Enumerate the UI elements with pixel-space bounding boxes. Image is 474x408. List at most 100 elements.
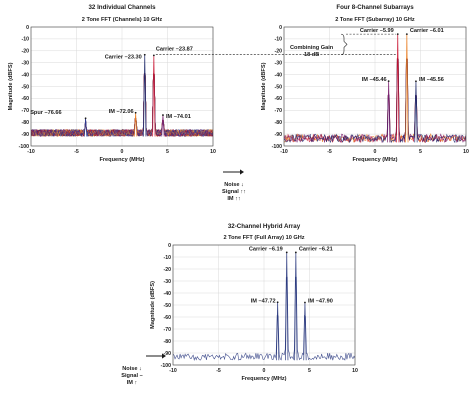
x-tick-label: -5 — [216, 368, 221, 374]
y-tick-label: -20 — [164, 267, 172, 273]
peak-marker-dot — [84, 117, 87, 120]
y-axis-label: Magnitude (dBFS) — [261, 62, 267, 110]
x-tick-label: 0 — [374, 149, 377, 155]
spectrum-line — [31, 74, 213, 138]
x-tick-label: 10 — [210, 149, 216, 155]
annotation-label: Carrier –6.19 — [249, 246, 283, 252]
annotation-label: IM –74.01 — [166, 114, 191, 120]
annotation-label: IM –72.06 — [109, 109, 134, 115]
x-tick-label: -10 — [280, 149, 288, 155]
peak-mark — [276, 302, 280, 361]
peak-marker-dot — [387, 80, 390, 82]
y-tick-label: -80 — [22, 120, 30, 126]
peak-marker-dot — [152, 54, 155, 57]
plot-frame — [172, 244, 356, 366]
series-group — [31, 54, 213, 138]
peak-mark — [143, 54, 147, 137]
x-axis-label: Frequency (MHz) — [241, 376, 286, 382]
y-axis-label: Magnitude (dBFS) — [150, 281, 156, 329]
peak-mark — [294, 252, 298, 361]
y-tick-label: -10 — [275, 37, 283, 43]
y-tick-label: -70 — [164, 327, 172, 333]
annotation-label: Carrier –6.01 — [410, 28, 444, 34]
y-tick-label: -50 — [22, 84, 30, 90]
y-tick-label: -10 — [22, 37, 30, 43]
y-tick-label: -20 — [275, 49, 283, 55]
chart-subtitle: 2 Tone FFT (Full Array) 10 GHz — [223, 235, 304, 241]
y-tick-label: -10 — [164, 255, 172, 261]
peak-mark — [387, 81, 391, 143]
y-tick-label: 0 — [168, 243, 171, 249]
annotation-label: IM –47.72 — [251, 298, 276, 304]
y-tick-label: -60 — [275, 96, 283, 102]
peak-mark — [285, 252, 289, 361]
annotation-label: Carrier –5.99 — [360, 28, 394, 34]
peak-mark — [161, 115, 165, 137]
chart-title: 32-Channel Hybrid Array — [228, 223, 301, 230]
peak-marker-dot — [405, 33, 408, 36]
chart-title: Four 8-Channel Subarrays — [336, 4, 414, 11]
spectrum-line — [284, 58, 466, 144]
chart-title: 32 Individual Channels — [88, 4, 156, 11]
x-tick-label: -5 — [74, 149, 79, 155]
x-tick-label: 0 — [263, 368, 266, 374]
x-tick-label: -10 — [27, 149, 35, 155]
spectrum-line — [173, 276, 355, 361]
y-tick-label: -50 — [275, 84, 283, 90]
x-tick-label: 5 — [419, 149, 422, 155]
x-tick-label: -5 — [327, 149, 332, 155]
y-tick-label: -30 — [164, 279, 172, 285]
spectrum-line — [31, 73, 213, 137]
peak-marker-dot — [162, 114, 164, 116]
annotation-label: Carrier –23.30 — [105, 55, 142, 61]
y-tick-label: -90 — [22, 132, 30, 138]
peak-marker-dot — [304, 301, 306, 304]
y-axis-label: Magnitude (dBFS) — [8, 62, 14, 110]
y-tick-label: -70 — [22, 108, 30, 114]
arrow-head — [162, 353, 166, 359]
combining-gain-bracket — [340, 33, 348, 56]
y-tick-label: -40 — [164, 291, 172, 297]
annotation-label: Combining Gain — [290, 45, 334, 51]
y-tick-label: 0 — [279, 25, 282, 31]
y-tick-label: -80 — [164, 339, 172, 345]
y-tick-label: -70 — [275, 108, 283, 114]
peak-marker-dot — [285, 251, 288, 254]
change-note-line: Signal ↑↑ — [222, 189, 246, 195]
peak-mark — [396, 34, 400, 143]
change-note-line: Signal – — [121, 373, 142, 379]
chart-subtitle: 2 Tone FFT (Channels) 10 GHz — [82, 17, 163, 23]
peak-mark — [405, 34, 409, 143]
y-tick-label: -90 — [275, 132, 283, 138]
plot-frame — [283, 26, 467, 147]
series-group — [173, 252, 355, 361]
annotation-label: IM –45.46 — [362, 77, 387, 83]
y-tick-label: -80 — [275, 120, 283, 126]
plot-frame — [30, 26, 214, 147]
peak-mark — [84, 118, 88, 137]
annotation-label: IM –47.90 — [308, 298, 333, 304]
peak-mark — [303, 302, 307, 361]
arrow-head — [240, 169, 244, 175]
x-tick-label: 5 — [308, 368, 311, 374]
peak-marker-dot — [134, 111, 137, 114]
y-tick-label: -40 — [275, 72, 283, 78]
y-tick-label: -40 — [22, 72, 30, 78]
peak-mark — [134, 112, 138, 137]
chart-subtitle: 2 Tone FFT (Subarray) 10 GHz — [335, 17, 415, 23]
chart-panel-1: 32 Individual Channels 2 Tone FFT (Channe… — [8, 4, 216, 163]
y-tick-label: -60 — [22, 96, 30, 102]
x-tick-label: 5 — [166, 149, 169, 155]
peak-marker-dot — [294, 251, 297, 254]
y-tick-label: -100 — [19, 144, 29, 150]
y-tick-label: -50 — [164, 303, 172, 309]
x-tick-label: -10 — [169, 368, 177, 374]
y-tick-label: -100 — [161, 363, 171, 369]
change-note-line: IM ↑↑ — [227, 196, 241, 202]
annotation-label: IM –45.56 — [419, 77, 444, 83]
y-tick-label: -20 — [22, 49, 30, 55]
y-tick-label: -90 — [164, 351, 172, 357]
x-tick-label: 0 — [121, 149, 124, 155]
annotation-label: Spur –76.66 — [30, 110, 61, 116]
